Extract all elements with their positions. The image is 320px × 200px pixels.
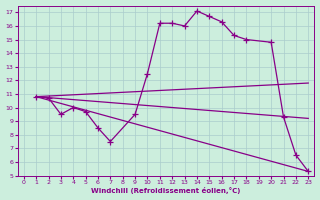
X-axis label: Windchill (Refroidissement éolien,°C): Windchill (Refroidissement éolien,°C) bbox=[91, 187, 241, 194]
